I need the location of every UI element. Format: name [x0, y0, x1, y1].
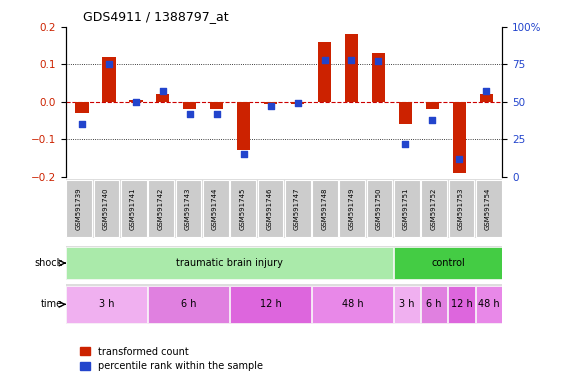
Bar	[425, 102, 439, 109]
Bar	[230, 180, 256, 237]
Point	[293, 100, 302, 106]
Bar	[318, 42, 331, 102]
Text: 12 h: 12 h	[451, 299, 472, 310]
Bar	[340, 180, 365, 237]
Text: GSM591744: GSM591744	[212, 187, 218, 230]
Point	[320, 57, 329, 63]
Point	[266, 103, 275, 109]
Text: GSM591742: GSM591742	[158, 187, 163, 230]
Bar	[237, 102, 250, 151]
Bar	[476, 180, 502, 237]
Point	[158, 88, 167, 94]
Text: GSM591740: GSM591740	[103, 187, 109, 230]
Text: control: control	[431, 258, 465, 268]
Point	[212, 111, 221, 117]
Point	[482, 88, 491, 94]
Bar	[449, 180, 475, 237]
Bar	[264, 102, 278, 104]
Bar	[176, 180, 202, 237]
Point	[455, 156, 464, 162]
Bar	[345, 35, 358, 102]
Bar	[258, 180, 283, 237]
Text: GSM591749: GSM591749	[348, 187, 355, 230]
Bar	[448, 286, 475, 323]
Bar	[148, 180, 174, 237]
Text: GSM591753: GSM591753	[458, 187, 464, 230]
Text: GSM591751: GSM591751	[403, 187, 409, 230]
Point	[77, 121, 86, 127]
Bar	[312, 180, 338, 237]
Bar	[367, 180, 392, 237]
Text: GSM591754: GSM591754	[485, 187, 491, 230]
Bar	[394, 180, 420, 237]
Text: 6 h: 6 h	[181, 299, 196, 310]
Bar	[66, 180, 92, 237]
Bar	[156, 94, 170, 102]
Point	[428, 117, 437, 123]
Text: 3 h: 3 h	[99, 299, 114, 310]
Point	[239, 151, 248, 157]
Bar	[372, 53, 385, 102]
Bar	[421, 286, 447, 323]
Text: 12 h: 12 h	[260, 299, 282, 310]
Point	[104, 61, 114, 68]
Bar	[230, 286, 311, 323]
Point	[131, 99, 140, 105]
Legend: transformed count, percentile rank within the sample: transformed count, percentile rank withi…	[77, 343, 267, 375]
Point	[185, 111, 194, 117]
Bar	[399, 102, 412, 124]
Bar	[183, 102, 196, 109]
Text: shock: shock	[35, 258, 63, 268]
Bar	[94, 180, 119, 237]
Text: GSM591741: GSM591741	[130, 187, 136, 230]
Text: 6 h: 6 h	[427, 299, 442, 310]
Bar	[102, 57, 115, 102]
Point	[347, 57, 356, 63]
Bar	[129, 100, 143, 102]
Bar	[121, 180, 147, 237]
Bar	[285, 180, 311, 237]
Text: GDS4911 / 1388797_at: GDS4911 / 1388797_at	[83, 10, 228, 23]
Bar	[66, 286, 147, 323]
Text: GSM591747: GSM591747	[294, 187, 300, 230]
Text: 48 h: 48 h	[341, 299, 363, 310]
Bar	[394, 286, 420, 323]
Text: 3 h: 3 h	[399, 299, 415, 310]
Point	[374, 58, 383, 65]
Text: GSM591752: GSM591752	[431, 187, 436, 230]
Bar	[476, 286, 502, 323]
Text: traumatic brain injury: traumatic brain injury	[176, 258, 283, 268]
Text: GSM591745: GSM591745	[239, 187, 246, 230]
Bar	[66, 247, 393, 279]
Bar	[453, 102, 466, 173]
Bar	[312, 286, 393, 323]
Text: GSM591748: GSM591748	[321, 187, 327, 230]
Text: GSM591750: GSM591750	[376, 187, 382, 230]
Bar	[291, 102, 304, 104]
Text: time: time	[41, 299, 63, 310]
Bar	[148, 286, 229, 323]
Text: GSM591746: GSM591746	[267, 187, 272, 230]
Text: GSM591743: GSM591743	[184, 187, 191, 230]
Bar	[394, 247, 502, 279]
Bar	[203, 180, 228, 237]
Text: GSM591739: GSM591739	[75, 187, 82, 230]
Point	[401, 141, 410, 147]
Bar	[75, 102, 89, 113]
Bar	[210, 102, 223, 109]
Bar	[480, 94, 493, 102]
Bar	[421, 180, 447, 237]
Text: 48 h: 48 h	[478, 299, 500, 310]
